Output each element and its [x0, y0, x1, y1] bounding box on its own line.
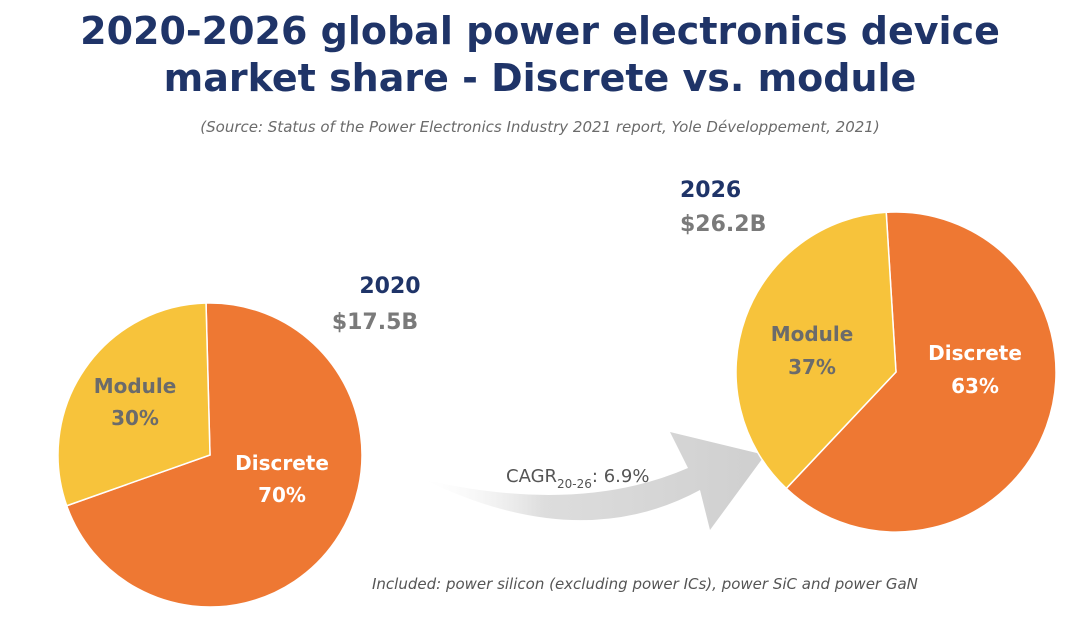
chart-title: 2020-2026 global power electronics devic… [0, 8, 1080, 102]
pie-2020-market-value: $17.5B [332, 310, 418, 335]
pie-2026-slice-module [735, 211, 897, 490]
pie-2020-slice-module [57, 302, 211, 507]
cagr-prefix: CAGR [506, 466, 557, 487]
cagr-suffix: : 6.9% [592, 466, 650, 487]
pie-2026-label-discrete-name: Discrete [928, 341, 1022, 365]
pie-2020-year: 2020 [359, 274, 420, 299]
footnote: Included: power silicon (excluding power… [372, 575, 918, 593]
pie-2026-label-module-percent: 37% [788, 355, 836, 379]
pie-2026-label-module-name: Module [771, 322, 854, 346]
pie-2020-label-discrete-name: Discrete [235, 451, 329, 475]
chart-source: (Source: Status of the Power Electronics… [200, 118, 880, 136]
pie-2026-slice-discrete [785, 211, 1057, 533]
pie-2020-slice-discrete [65, 302, 363, 608]
chart-title-line2: market share - Discrete vs. module [163, 56, 917, 100]
chart-title-line1: 2020-2026 global power electronics devic… [80, 9, 1000, 53]
cagr-label: CAGR20-26: 6.9% [506, 466, 649, 491]
pie-2026-market-value: $26.2B [680, 212, 766, 237]
pie-2020-label-discrete-percent: 70% [258, 483, 306, 507]
pie-2020-label-module-name: Module [94, 374, 177, 398]
growth-arrow [425, 432, 765, 530]
pie-2026-year: 2026 [680, 178, 741, 203]
pie-2026-label-discrete-percent: 63% [951, 374, 999, 398]
pie-2020-label-module-percent: 30% [111, 406, 159, 430]
cagr-subscript: 20-26 [557, 477, 592, 491]
